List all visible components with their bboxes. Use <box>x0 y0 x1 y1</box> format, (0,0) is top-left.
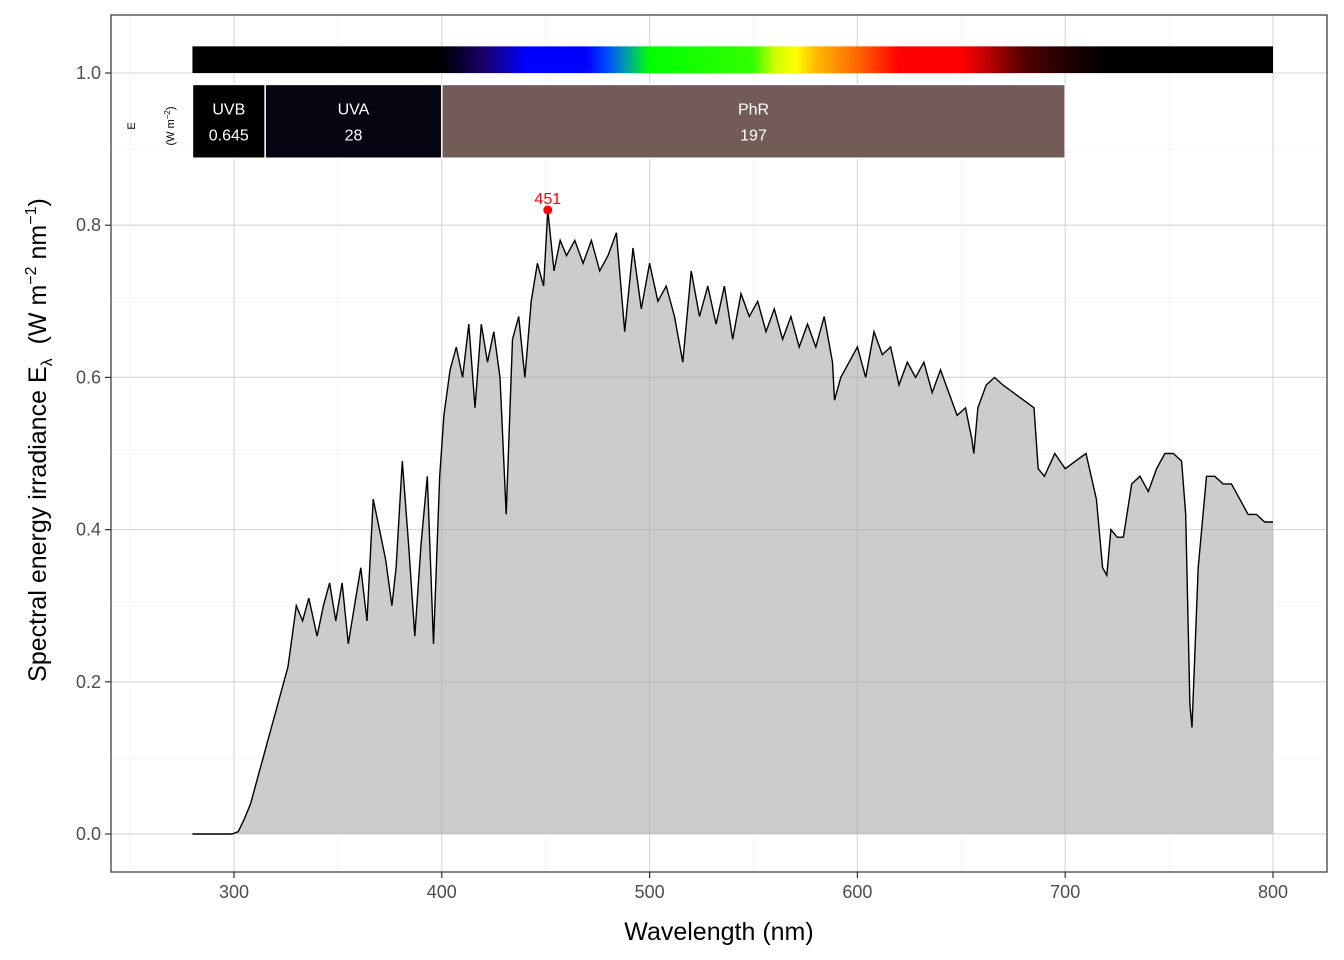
y-axis-title-units: (W m <box>24 285 52 345</box>
band-name: UVB <box>212 101 245 118</box>
band-side-label: E (W m−2) <box>126 106 177 145</box>
band-uva: UVA 28 <box>264 83 443 159</box>
band-box <box>264 83 443 159</box>
band-box <box>191 83 266 159</box>
x-tick-label: 700 <box>1050 882 1080 902</box>
spectrum-color-bar <box>192 46 1274 73</box>
y-axis-title-exp2: −1 <box>23 206 40 224</box>
band-quantity-label: E <box>126 122 138 129</box>
x-tick-label: 300 <box>219 882 249 902</box>
band-name: PhR <box>738 101 769 118</box>
y-tick-label: 1.0 <box>76 63 101 83</box>
band-box <box>441 83 1066 159</box>
band-value: 0.645 <box>209 127 249 144</box>
y-axis-title-main: Spectral energy irradiance E <box>24 366 52 681</box>
y-tick-label: 0.2 <box>76 672 101 692</box>
peak-point <box>543 205 553 215</box>
band-value: 28 <box>345 127 363 144</box>
y-axis-title-exp1: −2 <box>23 266 40 284</box>
band-uvb: UVB 0.645 <box>191 83 266 159</box>
band-value: 197 <box>740 127 767 144</box>
x-tick-label: 800 <box>1258 882 1288 902</box>
x-tick-label: 500 <box>635 882 665 902</box>
x-tick-label: 600 <box>842 882 872 902</box>
y-tick-label: 0.0 <box>76 824 101 844</box>
y-tick-label: 0.8 <box>76 215 101 235</box>
x-axis-ticks: 300 400 500 600 700 800 <box>219 872 1288 902</box>
peak-label: 451 <box>534 191 561 208</box>
y-tick-label: 0.6 <box>76 367 101 387</box>
peak-annotation: 451 <box>534 191 561 215</box>
y-axis-title: Spectral energy irradiance Eλ (W m−2 nm−1… <box>23 198 56 682</box>
y-axis-title-subscript: λ <box>39 358 56 366</box>
plot-border <box>110 14 1328 873</box>
y-axis-title-close: ) <box>24 198 52 206</box>
y-axis-ticks: 0.0 0.2 0.4 0.6 0.8 1.0 <box>76 63 111 844</box>
y-tick-label: 0.4 <box>76 520 101 540</box>
band-name: UVA <box>338 101 370 118</box>
waveband-summaries: UVB 0.645 UVA 28 PhR 197 <box>191 83 1066 159</box>
x-tick-label: 400 <box>427 882 457 902</box>
irradiance-area <box>192 210 1273 834</box>
x-axis-title: Wavelength (nm) <box>624 918 813 946</box>
y-axis-title-mid: nm <box>24 225 52 267</box>
band-units-label: (W m−2) <box>163 106 177 145</box>
band-phr: PhR 197 <box>441 83 1066 159</box>
irradiance-line <box>192 209 1273 835</box>
